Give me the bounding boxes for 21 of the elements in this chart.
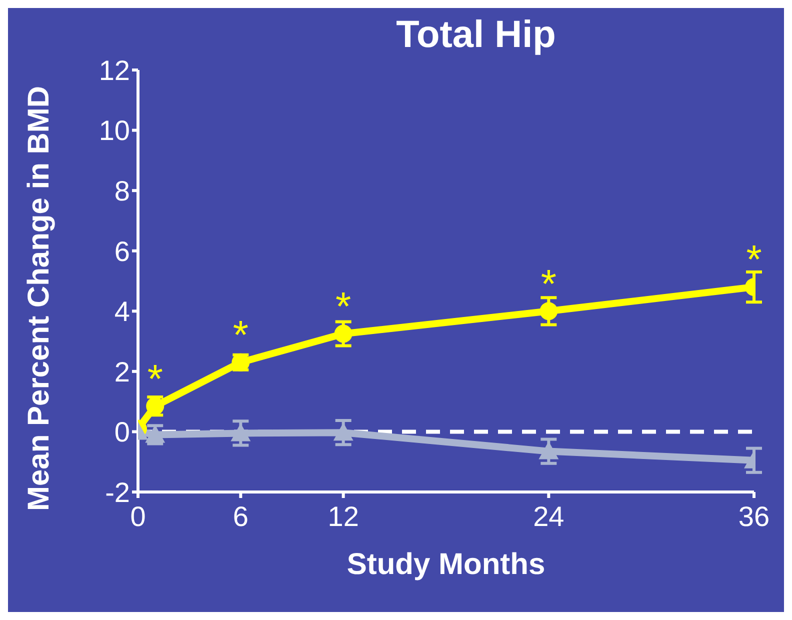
x-tick-label: 36 — [738, 500, 770, 532]
y-tick-label: 0 — [114, 416, 130, 448]
point — [334, 324, 352, 343]
x-axis-title: Study Months — [346, 548, 546, 581]
y-tick-label: 10 — [98, 115, 130, 146]
y-tick-label: 8 — [114, 176, 130, 207]
y-tick-label: -2 — [105, 476, 130, 508]
annotation: * — [147, 357, 163, 402]
x-tick-label: 6 — [232, 500, 248, 532]
annotation: * — [746, 238, 762, 282]
annotation: * — [232, 314, 248, 358]
y-tick-label: 4 — [114, 296, 130, 328]
y-tick-label: 2 — [114, 356, 130, 388]
y-axis-title: Mean Percent Change in BMD — [22, 86, 56, 511]
x-tick-label: 12 — [328, 500, 359, 532]
y-tick-label: 6 — [114, 236, 130, 267]
annotation: * — [336, 284, 352, 329]
chart-title: Total Hip — [395, 14, 557, 57]
annotation: * — [540, 262, 556, 306]
y-tick-label: 12 — [98, 54, 130, 86]
x-tick-label: 24 — [533, 500, 564, 532]
